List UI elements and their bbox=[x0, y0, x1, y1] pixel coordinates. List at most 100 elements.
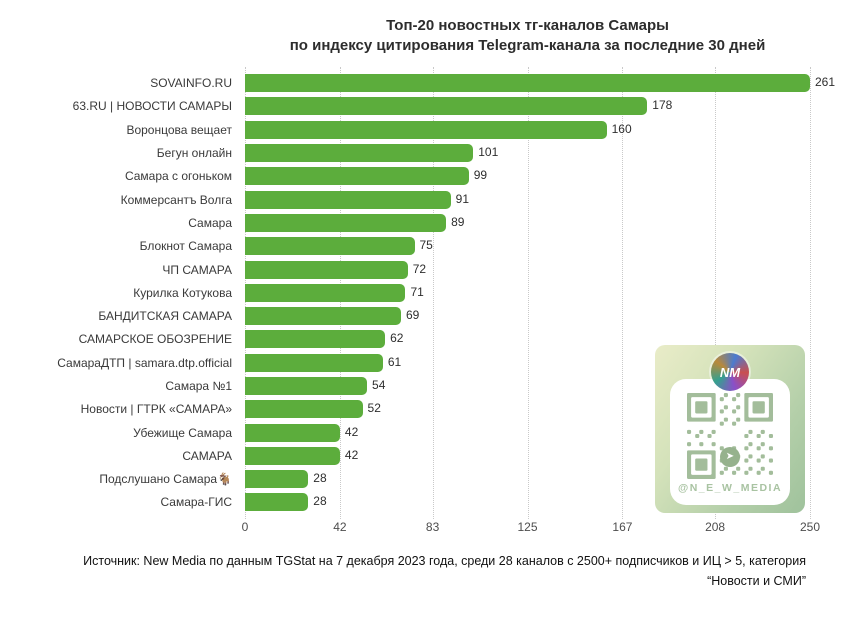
bar bbox=[245, 307, 401, 326]
bar bbox=[245, 377, 368, 395]
x-tick-label: 208 bbox=[705, 520, 726, 535]
bar-row: 63.RU | НОВОСТИ САМАРЫ 178 bbox=[0, 95, 810, 118]
bar-value: 89 bbox=[451, 214, 465, 229]
channel-label: БАНДИТСКАЯ САМАРА bbox=[98, 309, 232, 324]
qr-badge: NM ➤ @N_E_W_MEDIA bbox=[655, 345, 805, 513]
bar-track: 89 bbox=[245, 213, 810, 232]
bar-track: 62 bbox=[245, 330, 810, 349]
bar-value: 28 bbox=[313, 471, 327, 486]
bar-track: 52 bbox=[245, 400, 810, 419]
chart-title: Топ-20 новостных тг-каналов Самары по ин… bbox=[0, 0, 855, 57]
bar-track: 160 bbox=[245, 120, 810, 139]
bar-row: Блокнот Самара 75 bbox=[0, 235, 810, 258]
bar-row: Самара №1 54 bbox=[0, 374, 810, 397]
bar-track: 72 bbox=[245, 260, 810, 279]
bar-value: 42 bbox=[344, 424, 359, 439]
bar bbox=[245, 74, 810, 93]
bar-value: 28 bbox=[313, 494, 327, 509]
bar bbox=[245, 167, 469, 186]
bar bbox=[245, 493, 309, 512]
bar-row: Самара 89 bbox=[0, 211, 810, 234]
bar-track: 42 bbox=[245, 423, 810, 442]
bar-rows: SOVAINFO.RU 261 63.RU | НОВОСТИ САМАРЫ 1… bbox=[0, 72, 835, 515]
bar-track: 42 bbox=[245, 446, 810, 465]
x-tick-label: 83 bbox=[425, 520, 440, 535]
bar-value: 62 bbox=[390, 331, 404, 346]
bar bbox=[245, 213, 447, 232]
channel-label: САМАРСКОЕ ОБОЗРЕНИЕ bbox=[78, 332, 232, 347]
bar bbox=[245, 330, 386, 349]
x-tick-label: 125 bbox=[517, 520, 538, 535]
qr-code-icon bbox=[687, 393, 773, 479]
bar bbox=[245, 423, 340, 442]
x-tick-label: 42 bbox=[333, 520, 347, 535]
bar-row: Новости | ГТРК «САМАРА» 52 bbox=[0, 398, 810, 421]
bar-row: Курилка Котукова 71 bbox=[0, 281, 810, 304]
bar bbox=[245, 237, 415, 256]
qr-card: ➤ @N_E_W_MEDIA bbox=[670, 379, 790, 505]
gridline bbox=[810, 66, 811, 520]
telegram-plane-icon: ➤ bbox=[720, 447, 740, 467]
source-note: Источник: New Media по данным TGStat на … bbox=[0, 552, 806, 591]
bar-row: СамараДТП | samara.dtp.official 61 bbox=[0, 351, 810, 374]
bar-row: ЧП САМАРА 72 bbox=[0, 258, 810, 281]
x-axis: 0 42 83 125 167 208 250 bbox=[241, 520, 820, 538]
bar-row: САМАРСКОЕ ОБОЗРЕНИЕ 62 bbox=[0, 328, 810, 351]
bar-value: 69 bbox=[405, 308, 420, 323]
bar-track: 69 bbox=[245, 307, 810, 326]
channel-label: 63.RU | НОВОСТИ САМАРЫ bbox=[72, 99, 232, 114]
channel-label: Убежище Самара bbox=[133, 425, 232, 440]
bar-row: САМАРА 42 bbox=[0, 444, 810, 467]
qr-handle: @N_E_W_MEDIA bbox=[677, 482, 783, 494]
bar-row: БАНДИТСКАЯ САМАРА 69 bbox=[0, 304, 810, 327]
channel-label: Блокнот Самара bbox=[139, 239, 232, 254]
bar bbox=[245, 260, 408, 279]
bar-track: 99 bbox=[245, 167, 810, 186]
bar bbox=[245, 144, 474, 163]
bar-value: 101 bbox=[478, 145, 499, 160]
bar-row: Самара с огоньком 99 bbox=[0, 165, 810, 188]
bar-chart: SOVAINFO.RU 261 63.RU | НОВОСТИ САМАРЫ 1… bbox=[0, 66, 855, 539]
bar-track: 28 bbox=[245, 493, 810, 512]
bar-value: 72 bbox=[412, 261, 427, 276]
channel-label: Новости | ГТРК «САМАРА» bbox=[80, 402, 232, 417]
bar-row: Коммерсантъ Волга 91 bbox=[0, 188, 810, 211]
bar-track: 91 bbox=[245, 190, 810, 209]
bar bbox=[245, 353, 383, 372]
chart-title-line1: Топ-20 новостных тг-каналов Самары bbox=[386, 17, 669, 34]
bar-value: 54 bbox=[372, 378, 386, 392]
bar-row: Самара-ГИС 28 bbox=[0, 491, 810, 514]
bar bbox=[245, 190, 451, 209]
channel-label: ЧП САМАРА bbox=[162, 262, 232, 277]
bar bbox=[245, 400, 363, 419]
bar-value: 178 bbox=[652, 98, 673, 113]
bar-track: 75 bbox=[245, 237, 810, 256]
channel-label: Самара №1 bbox=[165, 379, 232, 393]
x-tick-label: 167 bbox=[612, 520, 633, 535]
plot-area: SOVAINFO.RU 261 63.RU | НОВОСТИ САМАРЫ 1… bbox=[0, 66, 835, 520]
bar bbox=[245, 97, 648, 116]
channel-label: Бегун онлайн bbox=[156, 146, 232, 161]
channel-label: Воронцова вещает bbox=[126, 122, 232, 137]
bar bbox=[245, 470, 309, 489]
bar bbox=[245, 120, 607, 139]
bar-row: SOVAINFO.RU 261 bbox=[0, 72, 835, 95]
bar bbox=[245, 446, 340, 465]
channel-label: Подслушано Самара🐐 bbox=[99, 472, 232, 487]
channel-label: САМАРА bbox=[182, 448, 232, 463]
bar-track: 61 bbox=[245, 353, 810, 372]
x-tick-label: 0 bbox=[241, 520, 249, 535]
channel-label: Самара с огоньком bbox=[124, 169, 232, 184]
bar-track: 261 bbox=[245, 74, 835, 93]
bar-row: Воронцова вещает 160 bbox=[0, 118, 810, 141]
bar-value: 71 bbox=[410, 284, 424, 299]
bar-track: 28 bbox=[245, 470, 810, 489]
bar-track: 71 bbox=[245, 283, 810, 302]
channel-label: Самара-ГИС bbox=[160, 495, 232, 510]
bar-value: 42 bbox=[344, 447, 359, 462]
channel-label: Самара bbox=[188, 215, 232, 230]
bar-row: Подслушано Самара🐐 28 bbox=[0, 468, 810, 491]
chart-title-line2: по индексу цитирования Telegram-канала з… bbox=[289, 37, 766, 55]
bar-row: Бегун онлайн 101 bbox=[0, 141, 810, 164]
